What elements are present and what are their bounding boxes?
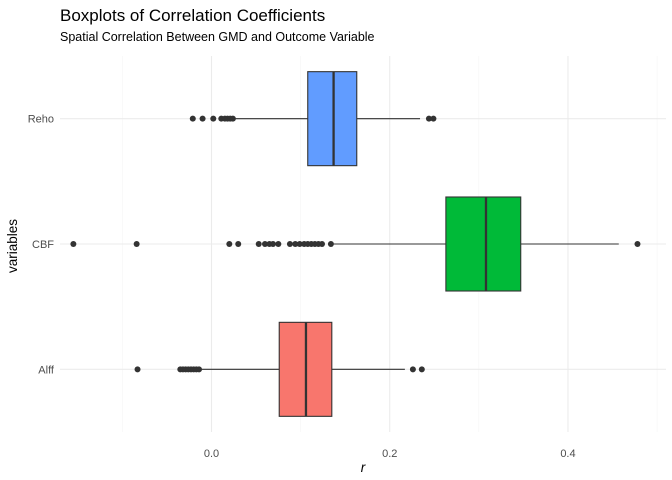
x-tick-label: 0.4	[560, 448, 575, 460]
boxplot-series	[70, 71, 641, 417]
outlier-point	[269, 241, 276, 247]
box-iqr	[307, 71, 358, 167]
outlier-point	[296, 241, 303, 247]
y-tick-label: Alff	[38, 364, 55, 376]
boxplot-alff	[134, 321, 425, 417]
x-tick-label: 0.2	[382, 448, 397, 460]
boxplot-cbf	[70, 196, 641, 292]
y-tick-labels: Alff CBF Reho	[28, 114, 55, 377]
outlier-point	[189, 115, 196, 122]
y-axis-title: variables	[5, 219, 20, 273]
x-tick-labels: 0.0 0.2 0.4	[204, 448, 576, 460]
outlier-point	[199, 115, 206, 122]
outlier-point	[425, 115, 432, 122]
x-tick-label: 0.0	[204, 448, 219, 460]
outlier-point	[286, 241, 293, 247]
outlier-point	[134, 366, 141, 373]
outlier-point	[229, 115, 236, 122]
outlier-point	[409, 366, 416, 373]
outlier-point	[226, 241, 233, 247]
outlier-point	[327, 241, 334, 247]
chart-title: Boxplots of Correlation Coefficients	[60, 6, 325, 25]
y-tick-label: Reho	[28, 114, 54, 126]
outlier-point	[319, 241, 326, 247]
x-axis-title: r	[361, 460, 366, 475]
y-tick-label: CBF	[32, 239, 54, 251]
outlier-point	[70, 241, 77, 247]
outlier-point	[133, 241, 140, 247]
boxplot-reho	[189, 71, 437, 167]
box-iqr	[445, 196, 522, 292]
outlier-point	[196, 366, 203, 373]
outlier-point	[430, 115, 437, 122]
outlier-point	[261, 241, 268, 247]
outlier-point	[418, 366, 425, 373]
chart-subtitle: Spatial Correlation Between GMD and Outc…	[60, 30, 375, 44]
outlier-point	[210, 115, 217, 122]
outlier-point	[275, 241, 282, 247]
outlier-point	[255, 241, 262, 247]
outlier-point	[235, 241, 242, 247]
outlier-point	[634, 241, 641, 247]
outlier-point	[292, 241, 299, 247]
